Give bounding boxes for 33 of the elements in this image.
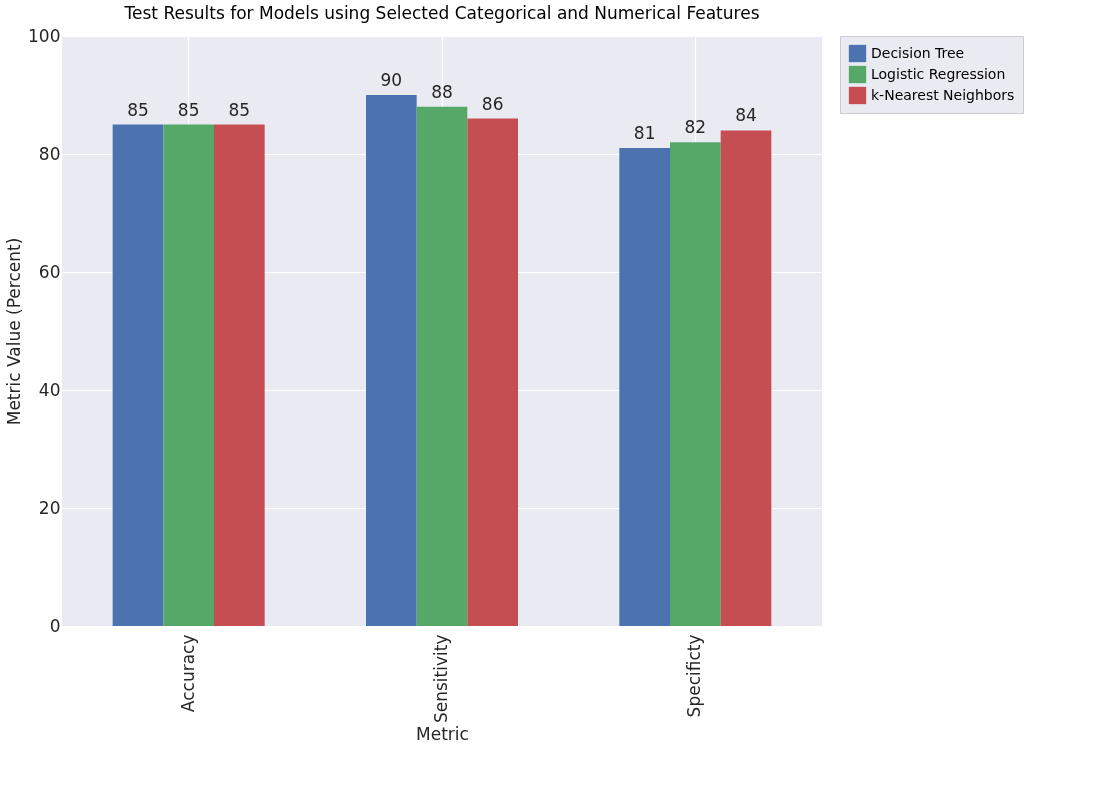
- data-label: 84: [735, 105, 757, 126]
- bar: [467, 118, 518, 626]
- data-label: 86: [481, 93, 504, 114]
- data-label: 81: [633, 123, 656, 144]
- legend-label: Logistic Regression: [871, 65, 1006, 82]
- x-tick-label: Specificty: [684, 634, 705, 718]
- chart-title: Test Results for Models using Selected Categorical and Numerical Features: [123, 3, 760, 23]
- legend-label: k-Nearest Neighbors: [871, 86, 1015, 103]
- legend-label: Decision Tree: [871, 44, 965, 61]
- bar: [163, 124, 214, 626]
- y-tick-label: 80: [38, 143, 61, 164]
- bar: [366, 95, 417, 626]
- bar: [670, 142, 721, 626]
- data-label: 85: [127, 99, 149, 120]
- y-axis-title: Metric Value (Percent): [4, 237, 25, 426]
- x-axis-title: Metric: [416, 724, 469, 744]
- y-tick-label: 100: [28, 25, 61, 46]
- bar: [416, 106, 468, 626]
- y-tick-label: 40: [38, 379, 61, 400]
- y-tick-label: 20: [38, 497, 61, 518]
- bar: [214, 124, 265, 626]
- data-label: 85: [177, 99, 200, 120]
- y-tick-label: 60: [38, 261, 61, 282]
- data-label: 85: [228, 99, 251, 120]
- data-label: 82: [684, 117, 707, 138]
- y-tick-label: 0: [49, 615, 61, 636]
- bar: [619, 148, 670, 626]
- bar: [720, 130, 772, 626]
- bar: [112, 124, 164, 626]
- x-tick-label: Accuracy: [177, 634, 198, 713]
- data-label: 90: [380, 70, 403, 90]
- x-tick-label: Sensitivity: [431, 634, 451, 724]
- data-label: 88: [431, 81, 453, 102]
